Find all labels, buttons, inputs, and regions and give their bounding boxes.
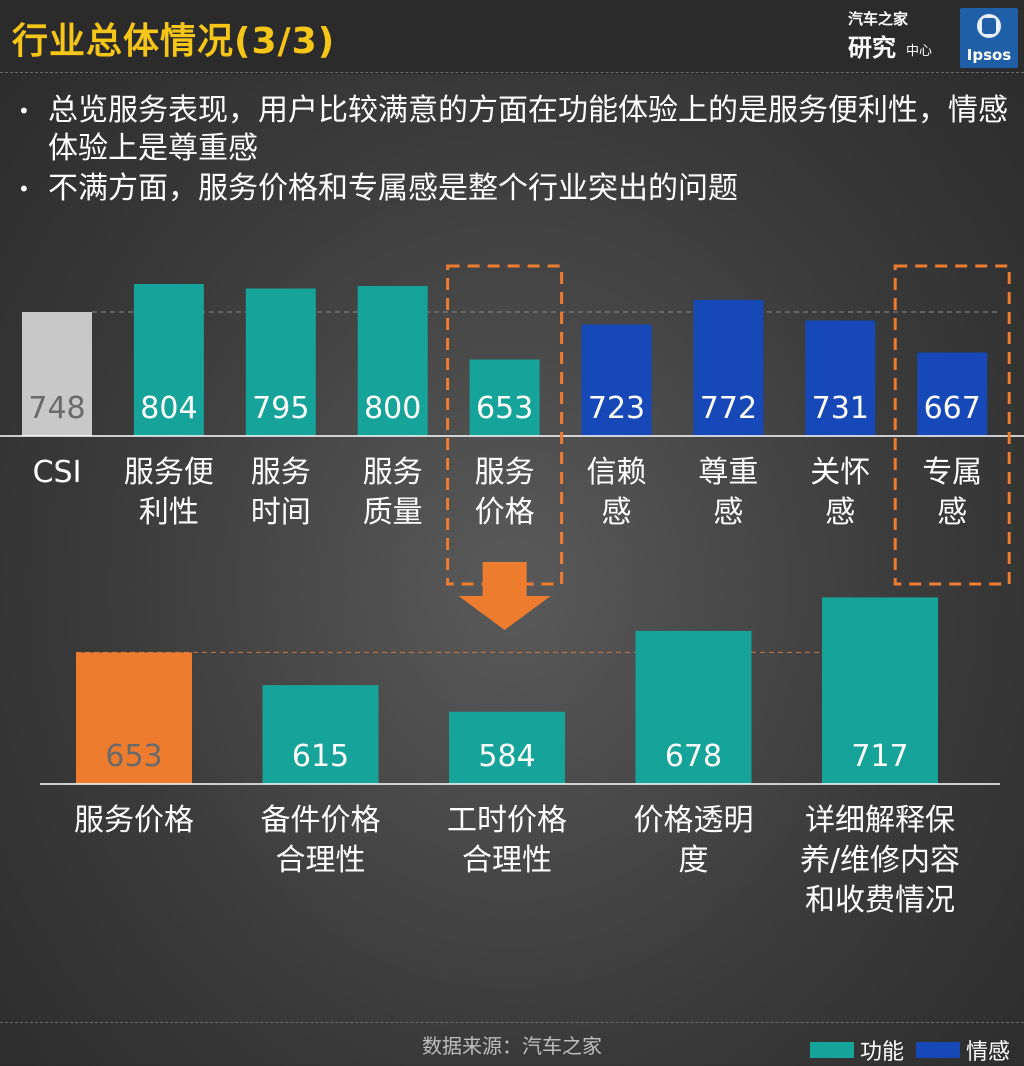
category-label: 时间 [251, 495, 311, 530]
category-label: 专属 [922, 455, 982, 490]
data-label: 584 [478, 739, 535, 774]
footer-divider [0, 1022, 1024, 1023]
bar [22, 312, 92, 436]
category-label: 备件价格 [261, 803, 381, 838]
bar [805, 320, 876, 436]
category-label: 关怀 [810, 455, 870, 490]
category-label: 感 [937, 495, 967, 530]
category-label: 详细解释保 [805, 803, 955, 838]
category-label: 感 [825, 495, 855, 530]
logo-partner-name: Ipsos [966, 46, 1012, 64]
bar [469, 359, 540, 436]
legend-label-functional: 功能 [859, 1040, 904, 1065]
logo-brand-line2: 研究 [848, 34, 896, 62]
bullet-dot-icon: • [18, 99, 30, 123]
category-label: 度 [679, 843, 709, 878]
bar [133, 284, 204, 436]
summary-bullets: • 总览服务表现，用户比较满意的方面在功能体验上的是服务便利性，情感体验上是尊重… [18, 92, 1008, 210]
bar [449, 711, 565, 784]
page-title: 行业总体情况(3/3) [12, 21, 336, 62]
data-label: 748 [28, 391, 85, 426]
category-label: 服务便 [124, 455, 214, 490]
bar [822, 597, 938, 784]
legend-label-emotional: 情感 [965, 1040, 1010, 1065]
data-label: 800 [364, 391, 421, 426]
down-arrow-icon [458, 562, 551, 630]
chart-legend: 功能 情感 [809, 1034, 1010, 1066]
header-divider [0, 72, 1024, 73]
category-label: 服务价格 [74, 803, 194, 838]
category-label: 价格透明 [634, 803, 754, 838]
bullet-text: 总览服务表现，用户比较满意的方面在功能体验上的是服务便利性，情感体验上是尊重感 [48, 93, 1008, 166]
bar [693, 300, 764, 436]
data-label: 678 [665, 739, 722, 774]
header-bar: 行业总体情况(3/3) 汽车之家 研究 中心 Ipsos [0, 0, 1024, 74]
category-label: 服务 [363, 455, 423, 490]
category-label: 质量 [363, 495, 423, 530]
data-label: 717 [851, 739, 908, 774]
bullet-dot-icon: • [18, 177, 30, 201]
data-label: 772 [700, 391, 757, 426]
category-label: 合理性 [276, 843, 366, 878]
bar [357, 286, 428, 436]
category-label: 服务 [251, 455, 311, 490]
category-label: CSI [33, 455, 82, 490]
category-label: 和收费情况 [805, 883, 955, 918]
bullet-text: 不满方面，服务价格和专属感是整个行业突出的问题 [48, 171, 738, 206]
data-label: 723 [588, 391, 645, 426]
category-label: 养/维修内容 [800, 843, 960, 878]
bullet-item: • 总览服务表现，用户比较满意的方面在功能体验上的是服务便利性，情感体验上是尊重… [18, 92, 1008, 168]
data-label: 615 [292, 739, 349, 774]
autohome-research-logo: 汽车之家 研究 中心 [848, 8, 956, 66]
category-label: 尊重 [698, 455, 758, 490]
category-label: 利性 [139, 495, 199, 530]
bullet-item: • 不满方面，服务价格和专属感是整个行业突出的问题 [18, 170, 1008, 208]
logo-brand-line3: 中心 [906, 44, 933, 59]
bar [245, 288, 316, 436]
data-label: 795 [252, 391, 309, 426]
category-label: 服务 [475, 455, 535, 490]
category-label: 感 [602, 495, 632, 530]
ipsos-mark-icon [977, 14, 1001, 38]
bar [262, 685, 379, 784]
data-label: 731 [812, 391, 869, 426]
data-label: 667 [924, 391, 981, 426]
category-label: 价格 [475, 495, 535, 530]
ipsos-logo: Ipsos [960, 8, 1018, 68]
data-source: 数据来源：汽车之家 [422, 1034, 602, 1058]
bar [917, 352, 988, 436]
bar [635, 630, 752, 784]
highlight-box [893, 264, 1011, 586]
legend-swatch-functional [809, 1042, 854, 1058]
bar [76, 652, 192, 784]
category-label: 合理性 [462, 843, 552, 878]
category-label: 感 [713, 495, 743, 530]
data-label: 653 [105, 739, 162, 774]
bar [581, 324, 652, 436]
data-label: 653 [476, 391, 533, 426]
logo-brand-line1: 汽车之家 [848, 10, 909, 28]
legend-swatch-emotional [915, 1042, 960, 1058]
data-label: 804 [140, 391, 197, 426]
category-label: 工时价格 [447, 803, 567, 838]
category-label: 信赖 [587, 455, 647, 490]
